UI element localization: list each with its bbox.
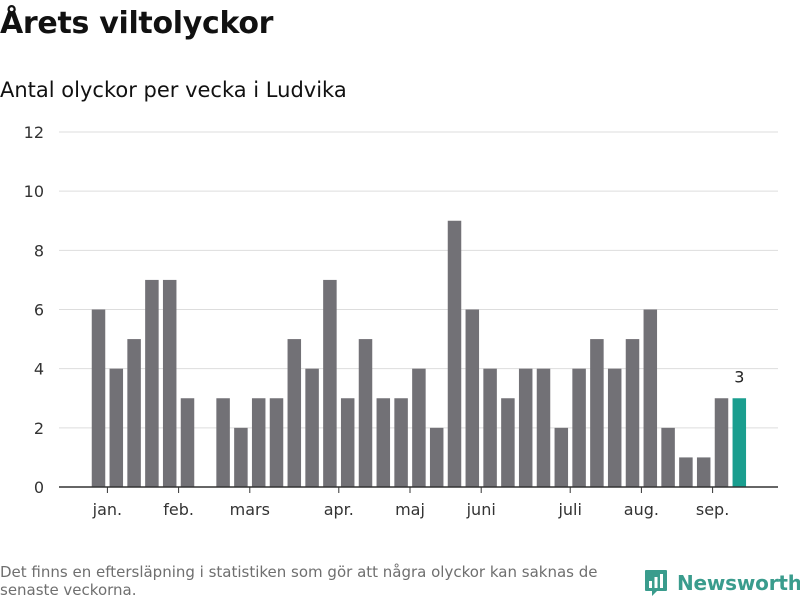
bar	[376, 398, 391, 487]
x-tick-label: apr.	[324, 500, 354, 519]
bar	[305, 368, 319, 487]
y-tick-label: 10	[24, 182, 44, 201]
y-tick-label: 0	[34, 478, 44, 497]
highlight-value-label: 3	[734, 367, 744, 386]
bar	[127, 339, 141, 487]
bar	[679, 457, 693, 487]
x-tick-label: feb.	[163, 500, 194, 519]
newsworthy-logo-icon	[645, 570, 667, 596]
x-tick-label: juni	[466, 500, 496, 519]
y-tick-label: 6	[34, 301, 44, 320]
bar	[91, 309, 106, 487]
x-axis-ticks: jan. feb. mars apr. maj juni juli aug. sep.	[92, 487, 729, 519]
bar	[501, 398, 515, 487]
bar	[590, 339, 604, 487]
bar	[572, 368, 586, 487]
bar	[340, 398, 355, 487]
bar	[358, 339, 373, 487]
footnote: Det finns en eftersläpning i statistiken…	[0, 563, 598, 599]
bar	[162, 279, 177, 487]
chart-subtitle: Antal olyckor per vecka i Ludvika	[0, 78, 347, 102]
bar	[518, 368, 533, 487]
bar	[554, 427, 569, 487]
y-tick-label: 8	[34, 241, 44, 260]
bar	[412, 368, 426, 487]
x-tick-label: sep.	[696, 500, 729, 519]
bar	[145, 279, 159, 487]
bar	[234, 427, 248, 487]
bar	[323, 279, 337, 487]
x-tick-label: mars	[230, 500, 270, 519]
bar	[251, 398, 266, 487]
bar	[465, 309, 480, 487]
bar	[714, 398, 729, 487]
bar-chart: 0 2 4 6 8 10 12 jan. feb. mars apr. maj juni juli aug…	[24, 123, 778, 519]
bar	[607, 368, 622, 487]
bar	[287, 339, 302, 487]
bar	[447, 220, 462, 487]
bar	[536, 368, 551, 487]
x-tick-label: aug.	[624, 500, 659, 519]
bar	[732, 398, 747, 487]
bar	[269, 398, 284, 487]
bar	[625, 339, 640, 487]
y-tick-label: 4	[34, 360, 44, 379]
data-labels: 3	[734, 367, 744, 386]
x-tick-label: juli	[557, 500, 581, 519]
bar	[109, 368, 124, 487]
bar	[661, 427, 675, 487]
x-tick-label: jan.	[92, 500, 122, 519]
bar	[643, 309, 658, 487]
y-axis-ticks: 0 2 4 6 8 10 12	[24, 123, 44, 497]
bar	[696, 457, 711, 487]
brand-name: Newsworthy	[677, 571, 800, 595]
bar	[180, 398, 195, 487]
bar	[394, 398, 408, 487]
bar	[429, 427, 444, 487]
y-tick-label: 12	[24, 123, 44, 142]
bar	[483, 368, 497, 487]
x-tick-label: maj	[395, 500, 425, 519]
chart-title: Årets viltolyckor	[0, 6, 274, 41]
bar	[216, 398, 230, 487]
bars	[91, 220, 747, 487]
y-tick-label: 2	[34, 419, 44, 438]
brand-logo: Newsworthy	[644, 569, 800, 597]
